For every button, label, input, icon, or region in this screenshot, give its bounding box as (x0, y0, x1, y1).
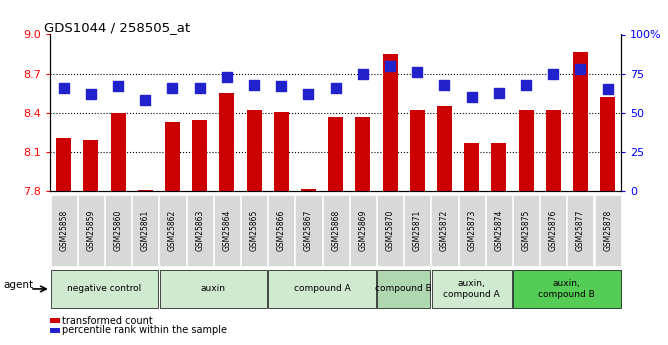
Point (194, 85, 205, 91)
Point (303, 91, 314, 97)
Text: compound B: compound B (375, 284, 432, 294)
Bar (409, 110, 425, 191)
Text: GSM25873: GSM25873 (467, 210, 476, 251)
Text: GSM25868: GSM25868 (331, 210, 340, 251)
Point (58, 85, 69, 91)
Bar (600, 97, 615, 191)
Point (603, 87, 613, 92)
Bar (546, 110, 560, 191)
Bar (437, 107, 452, 191)
Point (412, 69, 423, 75)
Point (167, 85, 178, 91)
Bar (165, 122, 180, 191)
Point (330, 85, 341, 91)
Point (521, 82, 532, 88)
Text: GSM25866: GSM25866 (277, 210, 286, 251)
Point (86, 91, 96, 97)
Bar (138, 190, 153, 191)
Text: GSM25867: GSM25867 (304, 210, 313, 251)
Point (575, 66, 586, 72)
Text: GSM25872: GSM25872 (440, 210, 449, 251)
Text: GSM25864: GSM25864 (222, 210, 231, 251)
Text: agent: agent (3, 280, 33, 290)
Point (466, 95, 477, 100)
Text: transformed count: transformed count (62, 316, 153, 326)
Point (548, 71, 558, 77)
Bar (573, 51, 588, 191)
Bar (492, 143, 506, 191)
Text: GSM25878: GSM25878 (603, 210, 612, 251)
Text: GSM25862: GSM25862 (168, 210, 177, 251)
Bar (274, 112, 289, 191)
Bar (383, 54, 397, 191)
Text: GSM25877: GSM25877 (576, 210, 585, 251)
Text: GDS1044 / 258505_at: GDS1044 / 258505_at (44, 21, 190, 34)
Bar (192, 119, 207, 191)
Text: negative control: negative control (67, 284, 142, 294)
Text: GSM25858: GSM25858 (59, 210, 68, 251)
Text: GSM25875: GSM25875 (522, 210, 530, 251)
Text: GSM25863: GSM25863 (195, 210, 204, 251)
Text: GSM25874: GSM25874 (494, 210, 504, 251)
Bar (464, 143, 479, 191)
Point (494, 90, 504, 95)
Point (222, 74, 232, 80)
Text: GSM25871: GSM25871 (413, 210, 422, 251)
Text: percentile rank within the sample: percentile rank within the sample (62, 325, 227, 335)
Text: GSM25861: GSM25861 (141, 210, 150, 251)
Text: GSM25876: GSM25876 (548, 210, 558, 251)
Point (140, 98, 151, 103)
Text: GSM25859: GSM25859 (86, 210, 96, 251)
Point (385, 63, 395, 69)
Point (357, 71, 368, 77)
Bar (84, 140, 98, 191)
Bar (518, 110, 534, 191)
Text: GSM25869: GSM25869 (358, 210, 367, 251)
Bar (111, 113, 126, 191)
Point (439, 82, 450, 88)
Text: GSM25865: GSM25865 (250, 210, 259, 251)
Text: auxin,
compound B: auxin, compound B (538, 279, 595, 299)
Text: auxin,
compound A: auxin, compound A (444, 279, 500, 299)
Text: GSM25870: GSM25870 (385, 210, 395, 251)
Bar (246, 110, 262, 191)
Bar (56, 138, 71, 191)
Point (276, 83, 287, 89)
Bar (219, 93, 234, 191)
Bar (328, 117, 343, 191)
Point (248, 82, 259, 88)
Point (113, 83, 124, 89)
Text: auxin: auxin (201, 284, 226, 294)
Text: GSM25860: GSM25860 (114, 210, 123, 251)
Bar (301, 189, 316, 191)
Bar (355, 117, 370, 191)
Text: compound A: compound A (294, 284, 351, 294)
